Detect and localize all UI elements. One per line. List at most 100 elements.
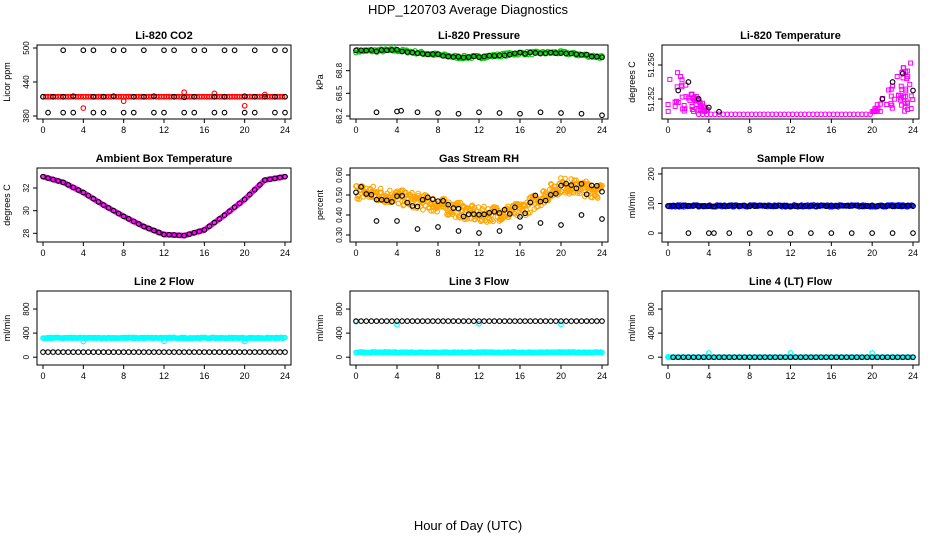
data-point [65,349,72,355]
data-point [681,102,687,108]
data-point [594,182,600,189]
data-point [368,47,375,53]
data-point [681,108,687,114]
panel-rh: Gas Stream RH percent 0 4 8 12 16 20 24 0.30 0.40 0… [315,153,609,258]
data-point [430,196,436,203]
data-point [726,230,733,236]
data-point [206,223,213,230]
data-point [435,110,441,116]
markers [665,202,916,236]
data-point [398,107,404,114]
data-point [45,109,51,116]
markers [40,334,288,355]
data-point [594,318,600,324]
data-point [161,338,167,345]
data-point [251,186,258,193]
data-point [716,108,722,115]
data-point [527,318,534,324]
data-point [404,318,411,324]
data-point [450,205,457,211]
data-point [898,83,904,89]
data-point [506,318,513,324]
data-point [186,231,193,238]
data-point [404,49,411,55]
markers [665,60,916,118]
data-point [491,208,498,215]
x-tick-label: 12 [474,248,484,258]
data-point [241,102,248,109]
data-point [151,349,157,355]
data-point [176,349,182,355]
data-point [908,60,914,66]
data-point [115,210,122,217]
markers [40,47,288,116]
data-point [409,49,416,56]
data-point [414,318,421,324]
data-point [70,109,77,116]
x-tick-label: 8 [121,371,126,381]
data-point [900,65,906,71]
x-tick-label: 4 [706,125,711,135]
data-point [368,191,375,198]
markers [353,175,605,236]
data-point [884,203,891,209]
data-point [475,204,482,210]
x-tick-label: 4 [394,125,399,135]
data-point [894,74,900,80]
data-point [599,216,605,222]
data-point [599,349,605,356]
plot-frame [661,290,920,366]
panel-title: Li-820 Pressure [438,30,520,42]
data-point [558,110,564,116]
panel-title: Line 3 Flow [449,276,509,288]
data-point [542,50,549,57]
y-tick-label: 400 [22,326,31,340]
data-point [898,95,904,101]
data-point [568,182,575,188]
data-point [578,212,585,218]
data-point [90,109,97,116]
data-point [599,112,605,118]
data-point [808,202,814,209]
data-point [460,213,467,220]
data-point [558,222,564,228]
x-tick-label: 12 [785,371,795,381]
y-tick-label: 0.40 [335,207,344,223]
data-point [45,175,51,181]
data-point [535,203,541,210]
data-point [201,227,208,233]
data-point [570,189,577,196]
x-tick-label: 16 [199,125,209,135]
data-point [105,204,112,211]
data-point [527,199,534,206]
x-tick-label: 12 [159,125,169,135]
data-point [90,93,97,100]
y-axis-label: degrees C [627,61,637,103]
y-tick-label: 0 [647,354,656,359]
data-point [211,90,218,97]
data-point [358,318,364,324]
plot-frame [36,167,292,243]
data-point [80,105,87,111]
data-point [685,230,692,236]
data-point [512,318,518,324]
x-tick-label: 24 [280,248,290,258]
data-point [282,349,288,355]
data-point [414,109,421,116]
data-point [450,318,457,324]
data-point [95,199,102,205]
data-point [85,349,92,355]
x-tick-label: 16 [515,125,525,135]
y-tick-label: 800 [647,302,656,316]
x-tick-label: 4 [706,248,711,258]
x-tick-label: 24 [280,125,290,135]
data-point [373,48,380,55]
data-point [424,194,431,201]
data-point [399,318,405,324]
data-point [440,198,446,204]
data-point [389,318,395,324]
x-tick-label: 8 [121,125,126,135]
data-point [80,189,87,196]
x-tick-label: 16 [826,125,836,135]
data-point [221,109,228,116]
